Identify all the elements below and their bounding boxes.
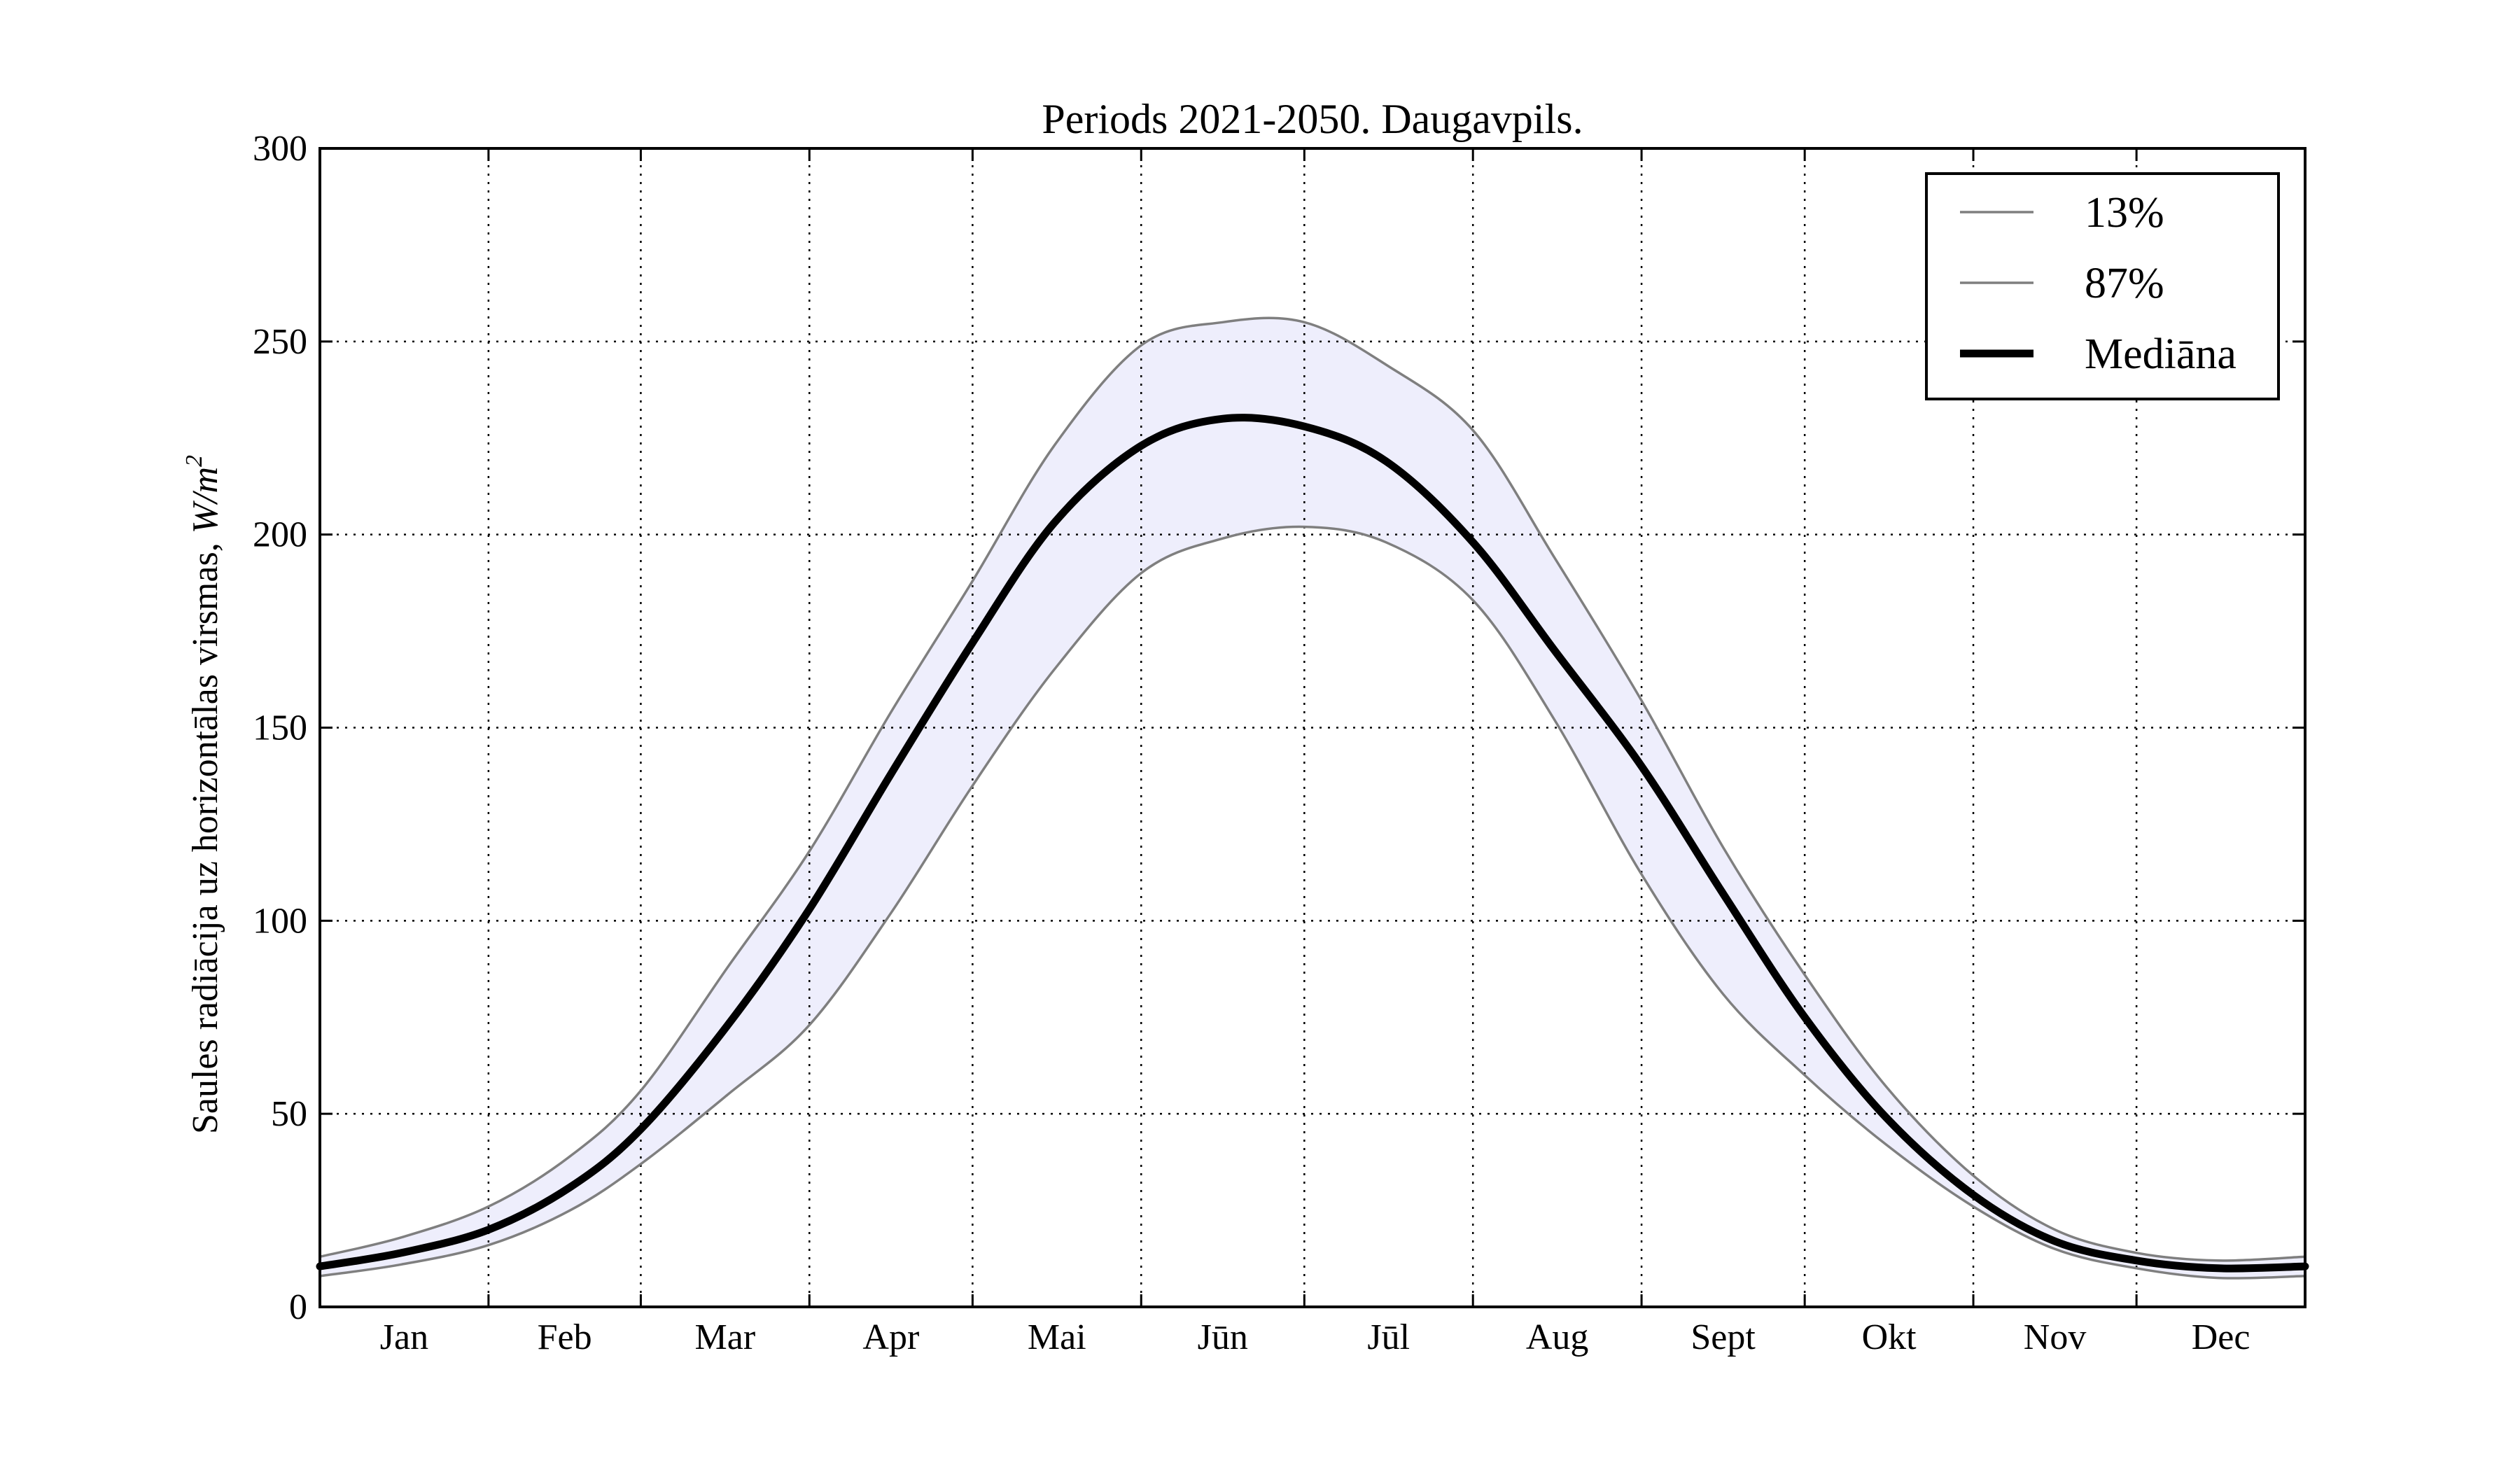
legend-label: 13% — [2085, 189, 2164, 237]
y-tick-label: 50 — [271, 1094, 307, 1134]
legend-label: Mediāna — [2085, 330, 2236, 378]
y-axis-label-text: Saules radiācija uz horizontālas virsmas… — [186, 533, 225, 1134]
y-axis-label: Saules radiācija uz horizontālas virsmas… — [181, 455, 225, 1134]
y-tick-label: 100 — [253, 901, 307, 941]
y-tick-label: 0 — [289, 1287, 307, 1327]
y-axis-label-unit: W/m — [186, 467, 225, 533]
series-line-p13 — [318, 525, 2306, 1280]
x-tick-label: Feb — [538, 1317, 592, 1357]
grid-layer — [320, 148, 2305, 1307]
x-tick-label: Sept — [1690, 1317, 1756, 1357]
percentile-band — [320, 318, 2305, 1279]
y-axis-label-unit-exponent: 2 — [181, 455, 207, 467]
y-tick-label: 250 — [253, 322, 307, 362]
legend-label: 87% — [2085, 260, 2164, 307]
x-tick-label: Dec — [2192, 1317, 2250, 1357]
x-tick-label: Apr — [862, 1317, 919, 1357]
y-tick-label: 150 — [253, 708, 307, 748]
x-tick-label: Jan — [380, 1317, 428, 1357]
x-tick-label: Jūn — [1198, 1317, 1248, 1357]
x-tick-label: Jūl — [1367, 1317, 1410, 1357]
band-layer — [320, 318, 2305, 1279]
series-line-median — [316, 414, 2309, 1273]
y-tick-label: 200 — [253, 515, 307, 555]
x-tick-label: Mai — [1028, 1317, 1086, 1357]
chart-title: Periods 2021-2050. Daugavpils. — [1042, 96, 1583, 142]
x-tick-label: Nov — [2024, 1317, 2087, 1357]
x-tick-label: Mar — [695, 1317, 756, 1357]
x-tick-label: Aug — [1526, 1317, 1589, 1357]
tick-layer: 0 50 100 150 200 250 300 Jan Feb Mar Apr Mai Jūn Jūl A… — [253, 129, 2305, 1357]
x-tick-label: Okt — [1862, 1317, 1917, 1357]
series-line-p87 — [318, 316, 2306, 1262]
series-layer — [316, 316, 2309, 1280]
legend: 13% 87% Mediāna — [1925, 172, 2280, 400]
y-tick-label: 300 — [253, 129, 307, 169]
